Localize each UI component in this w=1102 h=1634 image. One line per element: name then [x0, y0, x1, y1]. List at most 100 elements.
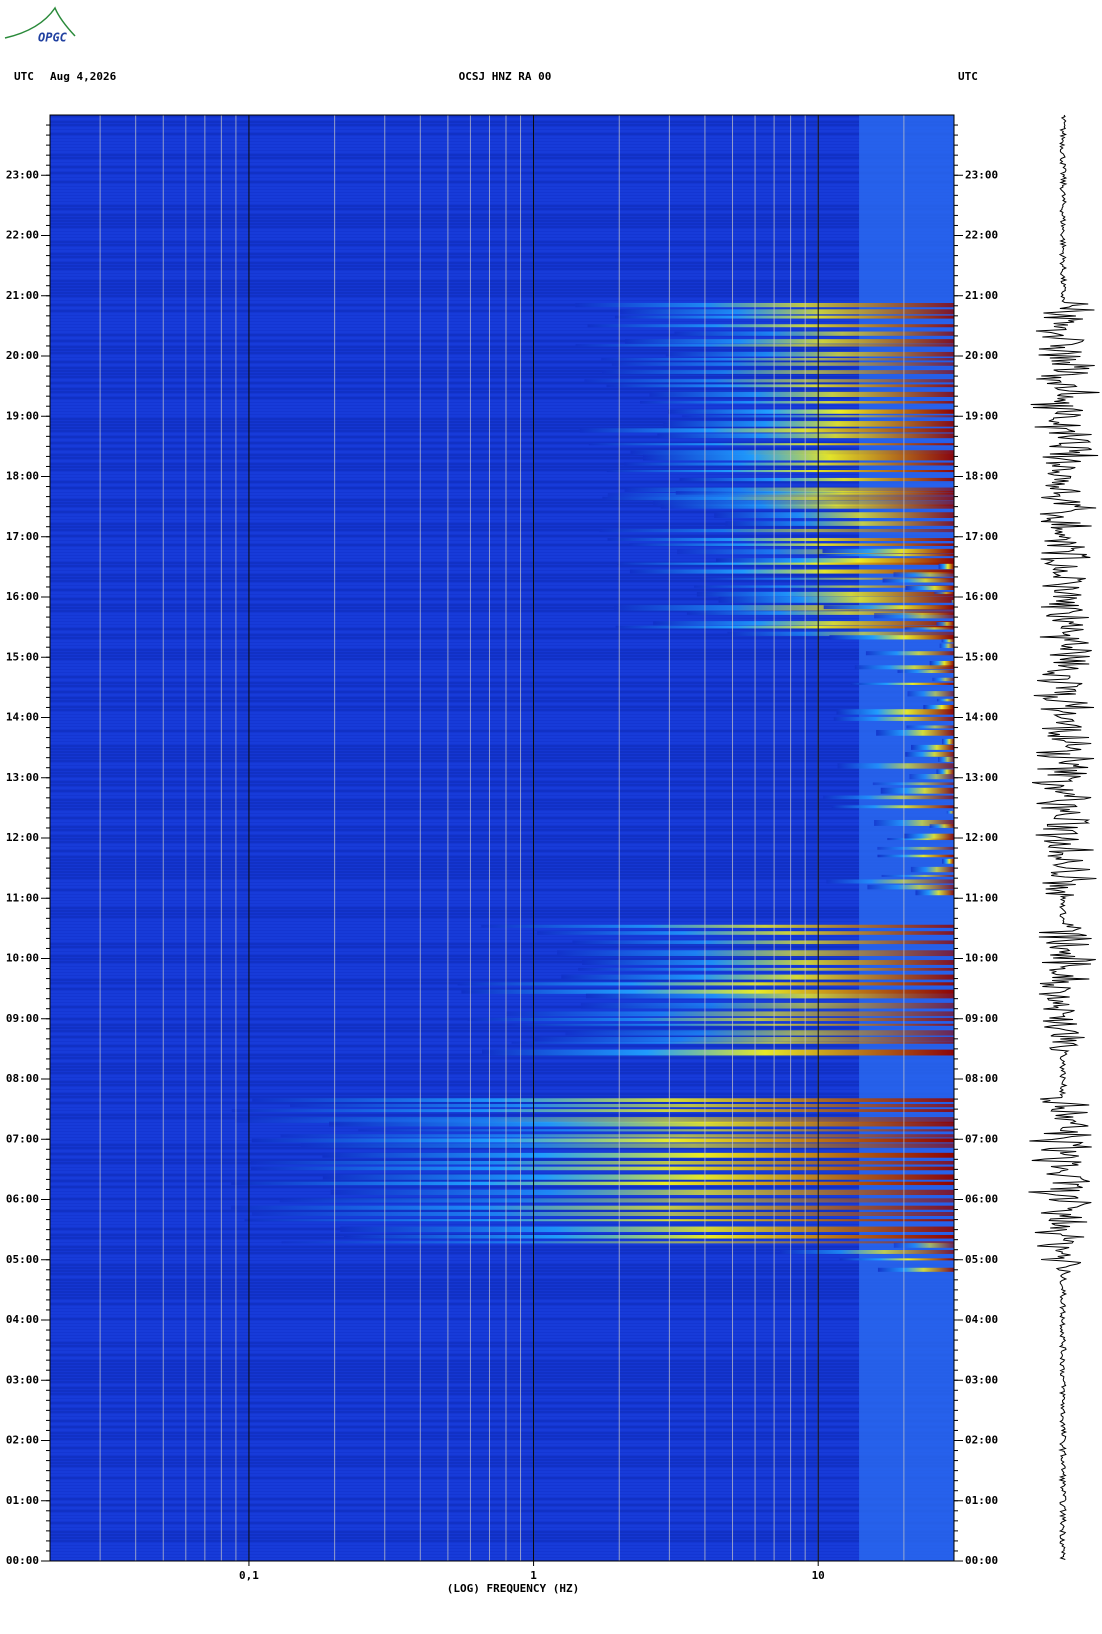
texture	[663, 421, 954, 427]
texture	[50, 247, 954, 249]
texture	[50, 298, 954, 300]
texture	[50, 448, 954, 450]
texture	[50, 1186, 954, 1188]
texture	[50, 1450, 954, 1452]
texture	[50, 544, 954, 546]
texture	[50, 667, 954, 669]
texture	[50, 445, 954, 447]
y-tick-label: 04:00	[965, 1313, 998, 1326]
texture	[561, 974, 954, 980]
texture	[910, 866, 954, 873]
texture	[50, 745, 954, 747]
texture	[300, 1143, 955, 1148]
texture	[50, 145, 954, 147]
texture	[50, 466, 954, 468]
texture	[50, 1537, 954, 1539]
texture	[50, 1477, 954, 1479]
texture	[50, 682, 954, 684]
texture	[50, 1543, 954, 1545]
texture	[50, 973, 954, 975]
texture	[601, 357, 954, 361]
texture	[50, 1411, 954, 1413]
texture	[903, 833, 954, 839]
texture	[50, 859, 954, 861]
texture	[50, 142, 954, 144]
texture	[50, 211, 954, 213]
texture	[874, 819, 954, 826]
texture	[606, 470, 954, 473]
y-tick-label: 15:00	[965, 650, 998, 663]
plot-frame	[49, 114, 955, 1562]
texture	[50, 337, 954, 339]
y-tick-label: 14:00	[965, 711, 998, 724]
texture	[50, 1357, 954, 1359]
texture	[823, 605, 954, 610]
texture	[50, 241, 954, 243]
y-tick-label: 10:00	[965, 952, 998, 965]
y-tick-label: 03:00	[6, 1373, 39, 1386]
texture	[887, 838, 954, 841]
y-tick-label: 20:00	[965, 349, 998, 362]
texture	[50, 589, 954, 591]
texture	[50, 217, 954, 219]
texture	[934, 591, 954, 595]
texture	[250, 1166, 955, 1171]
texture	[322, 1152, 955, 1158]
texture	[50, 220, 954, 222]
texture	[50, 1132, 954, 1134]
y-tick-label: 08:00	[6, 1072, 39, 1085]
texture	[822, 548, 954, 554]
texture	[50, 997, 954, 999]
texture	[50, 661, 954, 663]
texture	[50, 130, 954, 132]
texture	[50, 553, 954, 555]
texture	[50, 376, 954, 378]
y-tick-label: 12:00	[965, 831, 998, 844]
texture	[50, 709, 954, 711]
y-tick-label: 16:00	[6, 590, 39, 603]
texture	[50, 310, 954, 312]
texture	[905, 751, 954, 757]
texture	[50, 1558, 954, 1560]
y-tick-label: 16:00	[965, 590, 998, 603]
texture	[50, 493, 954, 495]
texture	[50, 1045, 954, 1047]
texture	[50, 277, 954, 279]
texture	[50, 571, 954, 573]
texture	[599, 529, 954, 533]
texture	[50, 679, 954, 681]
texture	[50, 1420, 954, 1422]
texture	[50, 643, 954, 645]
texture	[50, 319, 954, 321]
texture	[50, 1303, 954, 1305]
texture	[50, 532, 954, 534]
texture	[50, 253, 954, 255]
texture	[50, 871, 954, 873]
texture	[50, 1555, 954, 1557]
texture	[50, 118, 954, 120]
texture	[50, 1501, 954, 1503]
y-tick-label: 07:00	[6, 1132, 39, 1145]
texture	[461, 989, 954, 994]
texture	[50, 655, 954, 657]
texture	[624, 339, 954, 344]
texture	[50, 307, 954, 309]
texture	[938, 563, 954, 570]
texture	[905, 585, 954, 590]
texture	[50, 244, 954, 246]
texture	[50, 1429, 954, 1431]
texture	[50, 364, 954, 366]
texture	[50, 961, 954, 963]
texture	[50, 979, 954, 981]
texture	[50, 784, 954, 786]
texture	[50, 1510, 954, 1512]
texture	[50, 703, 954, 705]
texture	[50, 922, 954, 924]
texture	[50, 166, 954, 168]
texture	[50, 1402, 954, 1404]
texture	[50, 1036, 954, 1038]
texture	[50, 1366, 954, 1368]
texture	[50, 1195, 954, 1197]
texture	[50, 292, 954, 294]
